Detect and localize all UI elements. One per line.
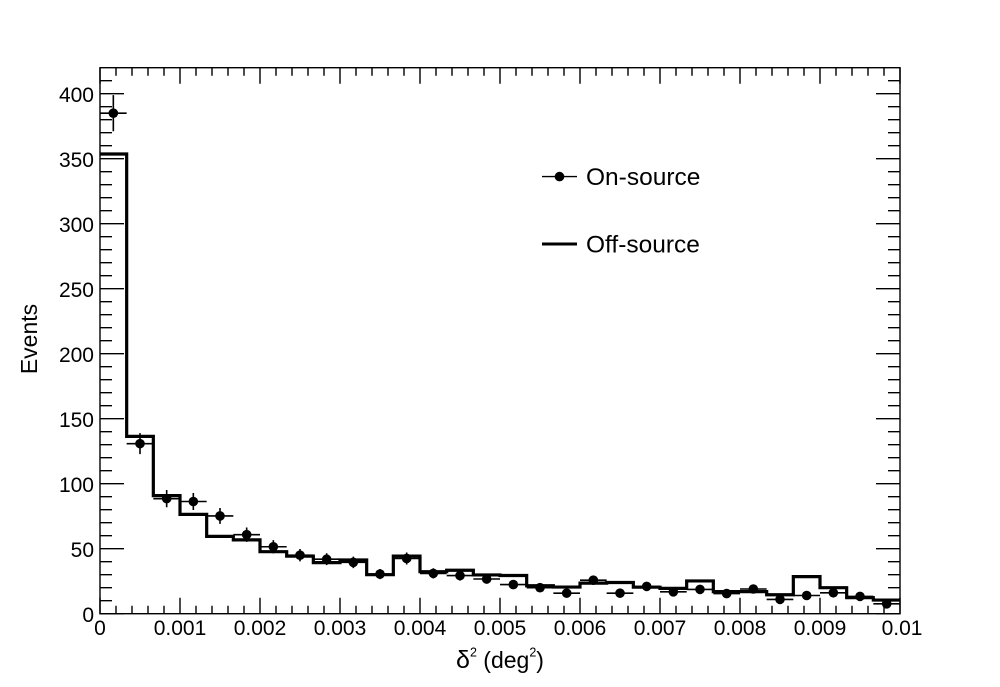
svg-text:δ2 (deg2): δ2 (deg2) (456, 646, 544, 675)
svg-text:0.008: 0.008 (714, 617, 767, 640)
svg-text:50: 50 (71, 539, 94, 562)
svg-text:On-source: On-source (586, 164, 700, 191)
svg-text:100: 100 (59, 474, 94, 497)
svg-text:Events: Events (16, 304, 42, 374)
svg-text:0: 0 (94, 617, 106, 640)
svg-text:0.003: 0.003 (314, 617, 367, 640)
svg-text:0.004: 0.004 (394, 617, 447, 640)
svg-text:150: 150 (59, 409, 94, 432)
svg-text:200: 200 (59, 344, 94, 367)
svg-text:0.005: 0.005 (474, 617, 527, 640)
svg-text:300: 300 (59, 214, 94, 237)
svg-text:350: 350 (59, 149, 94, 172)
svg-text:0.007: 0.007 (634, 617, 687, 640)
svg-text:250: 250 (59, 279, 94, 302)
svg-text:0.006: 0.006 (554, 617, 607, 640)
svg-text:0.001: 0.001 (154, 617, 207, 640)
svg-text:0.009: 0.009 (794, 617, 847, 640)
svg-text:Off-source: Off-source (586, 231, 700, 258)
svg-text:0.01: 0.01 (882, 617, 923, 640)
svg-text:0: 0 (82, 604, 94, 627)
svg-text:0.002: 0.002 (234, 617, 287, 640)
svg-text:400: 400 (59, 84, 94, 107)
